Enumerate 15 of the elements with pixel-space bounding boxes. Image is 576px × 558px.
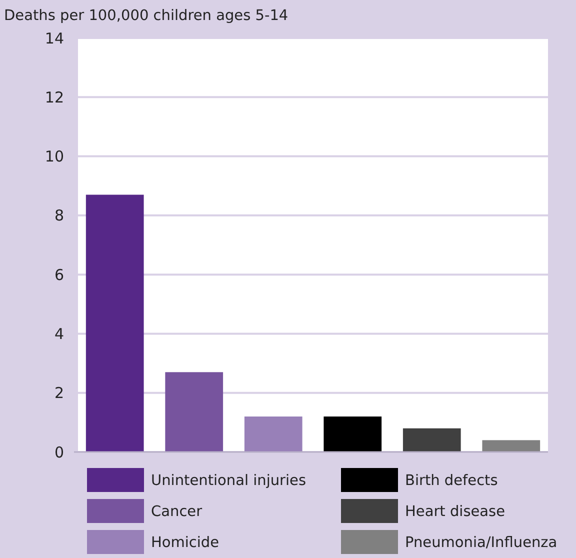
y-tick-label: 6 — [54, 266, 64, 284]
y-tick-label: 0 — [54, 443, 64, 462]
y-tick-label: 12 — [44, 88, 64, 106]
legend-label: Homicide — [151, 535, 220, 551]
legend-label: Unintentional injuries — [151, 473, 306, 489]
y-tick-label: 4 — [54, 324, 64, 343]
y-tick-label: 2 — [54, 384, 64, 402]
y-axis-title: Deaths per 100,000 children ages 5-14 — [4, 8, 288, 24]
legend-label: Cancer — [151, 504, 202, 520]
legend-label: Heart disease — [405, 504, 506, 520]
legend-label: Birth defects — [405, 473, 498, 489]
legend-label: Pneumonia/Influenza — [405, 535, 558, 551]
y-tick-label: 10 — [44, 148, 64, 166]
y-tick-label: 14 — [44, 29, 64, 48]
y-tick-label: 8 — [54, 206, 64, 225]
